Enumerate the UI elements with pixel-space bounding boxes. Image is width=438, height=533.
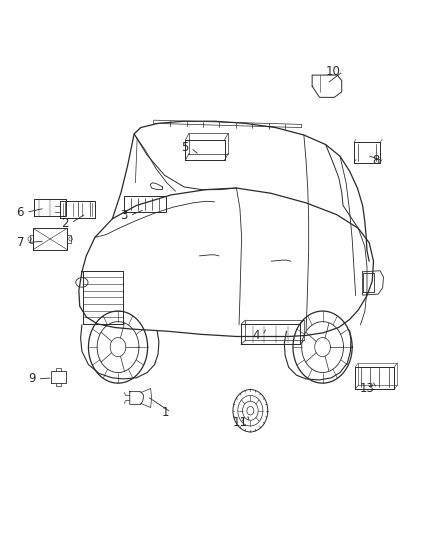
Text: 9: 9 xyxy=(28,373,35,385)
Text: 6: 6 xyxy=(17,206,24,219)
Text: 2: 2 xyxy=(61,216,69,230)
Text: 11: 11 xyxy=(232,416,247,429)
Text: 4: 4 xyxy=(253,329,260,342)
Text: 3: 3 xyxy=(120,209,127,222)
Text: 5: 5 xyxy=(181,141,188,154)
Text: 1: 1 xyxy=(162,406,169,419)
Text: 8: 8 xyxy=(373,154,380,167)
Text: 10: 10 xyxy=(326,65,341,78)
Text: 13: 13 xyxy=(360,382,375,395)
Text: 7: 7 xyxy=(17,236,24,249)
